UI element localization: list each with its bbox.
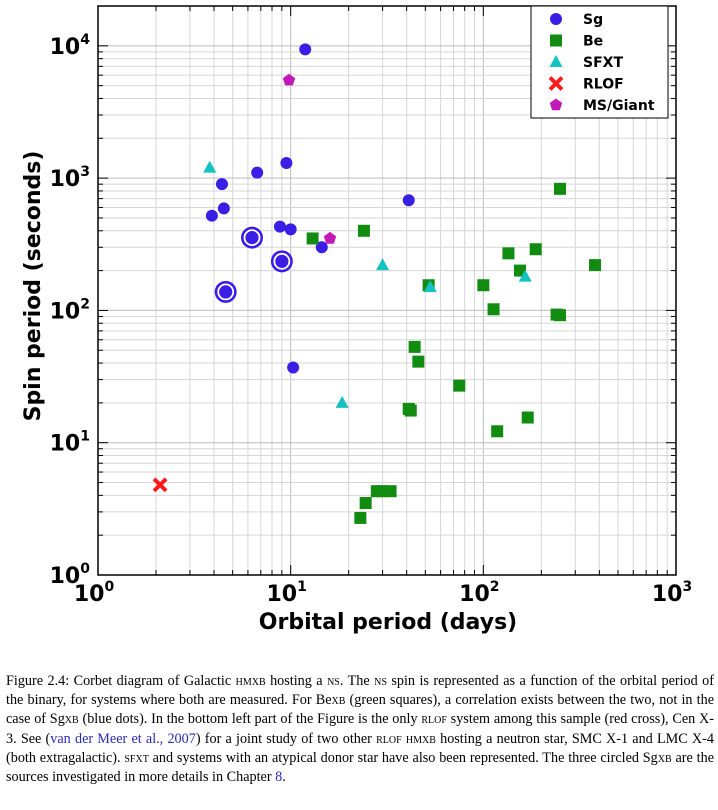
data-point-sg [402,194,415,207]
data-point-be [554,309,567,322]
legend-label-be: Be [583,34,603,50]
x-tick-label: 103 [652,579,692,607]
y-tick-label: 101 [50,429,90,457]
data-point-be [357,224,370,237]
legend-marker-be [550,34,562,47]
figure-caption: Figure 2.4: Corbet diagram of Galactic h… [6,673,714,786]
legend-marker-rlof [548,76,564,91]
legend-label-sg: Sg [583,12,603,28]
legend-marker-sg [550,13,562,25]
y-tick-label: 102 [50,296,90,324]
data-point-be [487,303,500,316]
data-points [152,43,602,524]
circled-source-ring [243,229,261,247]
data-point-be [306,232,319,245]
data-point-be [554,182,567,195]
data-point-be [359,497,372,510]
corbet-diagram: 100 101 102 103 100 101 102 103 104 Sg Be SFXT RLOF… [21,5,692,635]
y-tick-label: 103 [50,164,90,192]
data-point-be [589,259,602,272]
data-point-be [521,411,534,424]
cross-stroke [548,76,564,91]
data-point-be [477,279,490,292]
data-point-sg [205,209,218,222]
x-tick-label: 101 [266,579,306,607]
data-point-sg [284,223,297,236]
data-point-be [384,485,397,498]
legend: Sg Be SFXT RLOF MS/Giant [530,5,669,119]
data-point-sfxt [376,258,390,271]
data-point-sg [217,202,230,215]
data-point-sg [315,241,328,254]
y-axis-label: Spin period (seconds) [21,151,46,422]
x-tick-label: 100 [74,579,115,607]
data-point-be [404,404,417,417]
data-point-sfxt [518,269,532,282]
data-point-sfxt [203,160,217,173]
circled-source [241,226,264,249]
data-point-ms-giant [323,231,337,244]
citation-link[interactable]: van der Meer et al., 2007 [50,730,196,747]
plot-border [97,5,677,576]
x-axis-label: Orbital period (days) [259,610,517,635]
data-point-be [412,355,425,368]
legend-marker-sfxt [549,55,563,67]
data-point-sg [251,166,264,179]
legend-label-ms-giant: MS/Giant [583,98,655,114]
data-point-be [529,243,542,256]
x-tick-label: 102 [459,579,499,607]
data-point-be [514,264,527,277]
data-point-rlof [152,477,168,493]
data-point-be [354,511,367,524]
data-point-be [502,247,515,260]
circled-source [214,280,237,303]
data-point-sfxt [335,395,349,408]
cross-stroke [152,477,168,493]
circled-source-ring [273,252,291,270]
data-point-be [491,425,504,438]
data-point-sg [215,178,228,191]
data-point-sfxt [423,280,437,293]
data-point-sg [280,157,293,170]
data-point-sg [287,361,300,374]
chapter-link[interactable]: 8 [275,769,283,786]
legend-label-sfxt: SFXT [583,55,623,71]
legend-label-rlof: RLOF [583,77,624,93]
data-point-sg [299,43,312,56]
data-point-be [453,379,466,392]
data-point-be [408,340,421,353]
circled-source-ring [217,283,235,301]
circled-source [270,250,293,273]
y-tick-label: 104 [50,32,91,60]
legend-marker-ms-giant [549,98,563,111]
y-tick-label: 100 [50,561,91,589]
plot-frame [97,5,677,576]
axis-ticks: 100 101 102 103 100 101 102 103 104 [50,6,692,607]
data-point-ms-giant [282,73,296,86]
data-point-sg [273,220,286,233]
